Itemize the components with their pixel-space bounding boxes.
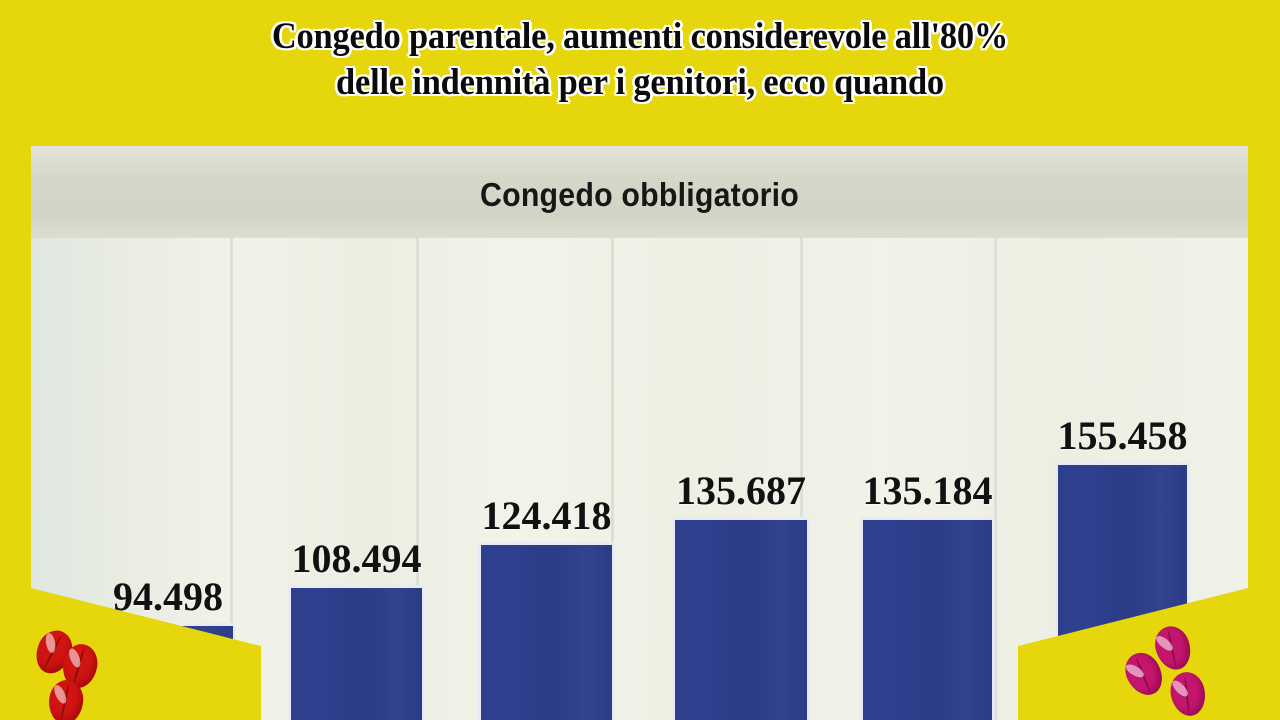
plot-background-band <box>611 238 614 720</box>
chart-bar[interactable] <box>672 517 810 720</box>
chart-header-band <box>31 146 1248 238</box>
chart-bar[interactable] <box>860 517 995 720</box>
chart-bar-value-label: 108.494 <box>291 536 422 581</box>
chart-bar[interactable] <box>478 542 615 720</box>
page-headline: Congedo parentale, aumenti considerevole… <box>271 16 1009 103</box>
plot-background-band <box>994 238 997 720</box>
chart-panel: Congedo obbligatorio 94.498 108.494 124.41… <box>31 146 1248 720</box>
plot-background-band <box>230 238 233 720</box>
chart-bar[interactable] <box>288 585 425 720</box>
chart-plot-area: 94.498 108.494 124.418 135.687 135.184 155.45… <box>31 238 1248 720</box>
chart-title: Congedo obbligatorio <box>479 176 800 213</box>
plot-background-band <box>800 238 803 720</box>
chart-bar-value-label: 155.458 <box>1057 413 1188 458</box>
chart-bar-value-label: 124.418 <box>481 493 612 538</box>
chart-bar-value-label: 135.687 <box>676 468 806 513</box>
chart-bar-value-label: 94.498 <box>113 574 223 619</box>
plot-background-band <box>416 238 419 720</box>
chart-bar-value-label: 135.184 <box>862 468 993 513</box>
